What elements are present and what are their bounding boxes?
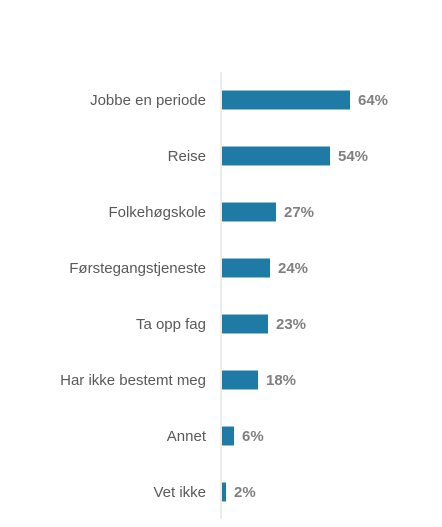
bar: [222, 426, 234, 446]
bar: [222, 482, 226, 502]
bar: [222, 202, 276, 222]
bar: [222, 146, 330, 166]
value-label: 6%: [242, 428, 264, 445]
value-label: 23%: [276, 316, 306, 333]
value-label: 18%: [266, 372, 296, 389]
category-label: Folkehøgskole: [108, 204, 206, 221]
value-label: 27%: [284, 204, 314, 221]
value-label: 2%: [234, 484, 256, 501]
category-label: Førstegangstjeneste: [69, 260, 206, 277]
value-label: 64%: [358, 92, 388, 109]
bar: [222, 370, 258, 390]
category-label: Har ikke bestemt meg: [60, 372, 206, 389]
category-label: Reise: [168, 148, 206, 165]
category-label: Ta opp fag: [136, 316, 206, 333]
value-label: 54%: [338, 148, 368, 165]
category-label: Vet ikke: [153, 484, 206, 501]
bar: [222, 314, 268, 334]
category-label: Jobbe en periode: [90, 92, 206, 109]
category-label: Annet: [167, 428, 207, 445]
bar: [222, 258, 270, 278]
value-label: 24%: [278, 260, 308, 277]
bars-layer: Jobbe en periode 64% Reise 54% Folkehøgskole…: [60, 90, 388, 502]
bar: [222, 90, 350, 110]
